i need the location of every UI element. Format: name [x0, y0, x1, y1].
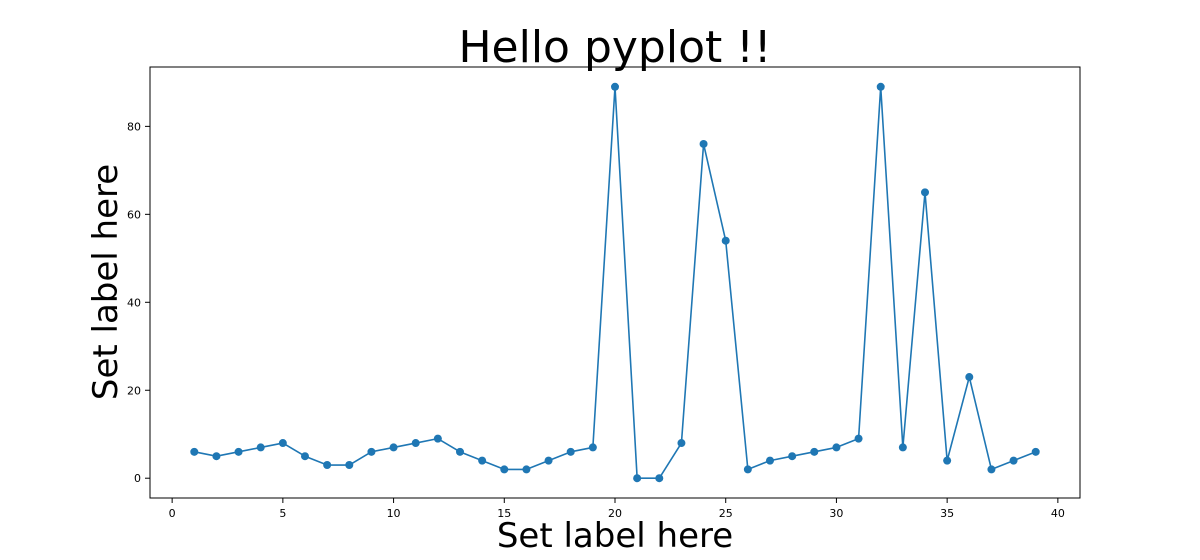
- y-tick-label: 20: [127, 384, 141, 397]
- data-point: [256, 443, 265, 452]
- data-point: [921, 188, 929, 197]
- data-point: [655, 474, 664, 483]
- data-point: [810, 447, 819, 456]
- data-point: [588, 443, 597, 452]
- data-point: [699, 139, 708, 148]
- x-tick-label: 5: [279, 507, 286, 520]
- y-tick-label: 40: [127, 296, 141, 309]
- data-point: [522, 465, 531, 474]
- y-tick-label: 0: [134, 472, 141, 485]
- y-tick-label: 60: [127, 208, 141, 221]
- data-point: [278, 439, 287, 448]
- series-line: [194, 85, 1037, 480]
- x-axis-label: Set label here: [497, 516, 733, 556]
- data-point: [743, 465, 752, 474]
- data-point: [456, 447, 464, 456]
- data-point: [566, 447, 575, 456]
- data-point: [500, 465, 509, 474]
- data-point: [766, 456, 774, 465]
- x-tick-label: 40: [1051, 507, 1065, 520]
- x-tick-label: 15: [497, 507, 511, 520]
- data-point: [854, 434, 863, 443]
- y-axis-label: Set label here: [86, 164, 126, 400]
- x-tick-label: 35: [940, 507, 954, 520]
- data-point: [965, 373, 974, 382]
- data-point: [677, 439, 686, 448]
- x-tick-label: 20: [608, 507, 622, 520]
- data-point: [411, 439, 420, 448]
- data-point: [1009, 456, 1018, 465]
- data-point: [478, 456, 487, 465]
- series-layer: [190, 82, 1040, 483]
- x-axis-ticks: 0 5 10 15 20 25 30 35 40: [169, 498, 1065, 520]
- data-point: [721, 236, 730, 245]
- data-point: [190, 447, 199, 456]
- data-point: [301, 452, 309, 461]
- data-point: [433, 434, 442, 443]
- y-tick-label: 80: [127, 120, 141, 133]
- data-point: [234, 447, 243, 456]
- x-tick-label: 25: [719, 507, 733, 520]
- data-point: [876, 82, 885, 91]
- data-point: [943, 456, 952, 465]
- data-point: [611, 82, 619, 91]
- y-axis-ticks: 0 20 40 60 80: [127, 120, 150, 485]
- data-point: [1031, 447, 1040, 456]
- data-point: [987, 465, 996, 474]
- x-tick-label: 30: [829, 507, 843, 520]
- data-point: [345, 461, 354, 470]
- data-point: [633, 474, 642, 483]
- data-point: [788, 452, 797, 461]
- data-point: [898, 443, 907, 452]
- x-tick-label: 0: [169, 507, 176, 520]
- data-point: [389, 443, 398, 452]
- data-point: [544, 456, 553, 465]
- data-point: [212, 452, 221, 461]
- chart-title: Hello pyplot !!: [458, 22, 771, 73]
- data-point: [367, 447, 376, 456]
- x-tick-label: 10: [387, 507, 401, 520]
- data-point: [832, 443, 841, 452]
- data-point: [323, 461, 332, 470]
- plot-area-frame: [149, 66, 1081, 499]
